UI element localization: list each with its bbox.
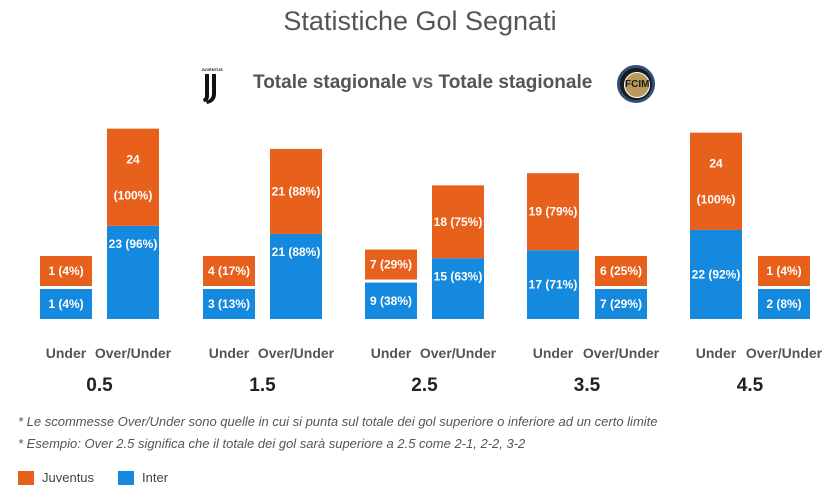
inter-logo: FCIM [617,65,655,103]
label-juventus-over-1.5: 21 (88%) [272,184,321,198]
bar-label-under-4.5: Under [696,345,737,361]
label-inter-over-1.5: 21 (88%) [272,245,321,259]
subtitle: Totale stagionale vs Totale stagionale [253,72,592,94]
bar-juventus-under-2.5 [365,249,417,280]
bar-juventus-under-3.5 [527,173,579,251]
bar-label-over-2.5: Over/Under [420,345,497,361]
threshold-label-4.5: 4.5 [737,375,764,396]
label-juventus-under-2.5: 7 (29%) [370,258,412,272]
bar-inter-over-2.5 [432,258,484,319]
label-juventus-over-4.5: 1 (4%) [766,264,801,278]
bar-juventus-under-4.5 [690,132,742,230]
bar-label-over-0.5: Over/Under [95,345,172,361]
label-inter-under-4.5: 22 (92%) [692,267,741,281]
legend-swatch-inter [118,470,135,485]
legend-swatch-juventus [18,470,34,485]
label-inter-over-0.5: 23 (96%) [109,237,158,251]
bar-juventus-under-1.5 [203,256,255,286]
bar-inter-over-0.5 [107,225,159,319]
bar-label-over-4.5: Over/Under [746,345,823,361]
legend-inter: Inter [142,470,169,485]
bar-inter-under-0.5 [40,289,92,319]
bar-juventus-over-2.5 [432,185,484,259]
label-inter-over-3.5: 7 (29%) [600,297,642,311]
bar-label-under-3.5: Under [533,345,574,361]
bar-label-over-1.5: Over/Under [258,345,335,361]
bar-inter-over-1.5 [270,233,322,319]
legend-juventus: Juventus [42,470,95,485]
label-inter-over-4.5: 2 (8%) [766,297,801,311]
threshold-label-3.5: 3.5 [574,375,601,396]
bar-juventus-over-4.5 [758,256,810,286]
label-inter-under-1.5: 3 (13%) [208,297,250,311]
inter-logo-text: FCIM [624,72,650,98]
note-2: * Esempio: Over 2.5 significa che il tot… [18,436,526,451]
label-inter-under-2.5: 9 (38%) [370,294,412,308]
bar-label-under-1.5: Under [209,345,250,361]
bar-label-under-0.5: Under [46,345,87,361]
juventus-logo: JUVENTUS [200,66,224,106]
bar-inter-under-3.5 [527,250,579,319]
bar-inter-over-4.5 [758,289,810,319]
bar-juventus-over-3.5 [595,256,647,286]
label-juventus-under-0.5: 1 (4%) [48,264,83,278]
subtitle-vs: vs [412,72,434,93]
label-inter-under-3.5: 17 (71%) [529,278,578,292]
threshold-label-1.5: 1.5 [249,375,276,396]
label-inter-over-2.5: 15 (63%) [434,269,483,283]
bar-inter-under-4.5 [690,229,742,319]
bar-juventus-under-0.5 [40,256,92,286]
bar-inter-under-1.5 [203,289,255,319]
label-juventus-over-2.5: 18 (75%) [434,215,483,229]
label-juventus-under-1.5: 4 (17%) [208,264,250,278]
note-1: * Le scommesse Over/Under sono quelle in… [18,414,658,429]
bar-inter-over-3.5 [595,289,647,319]
threshold-label-0.5: 0.5 [86,375,113,396]
bar-chart: 1 (4%) 1 (4%) Under 23 (96%) 24 (100%) Over/Un… [40,128,823,396]
label-juventus-under-4.5: 24 (100%) [697,156,736,206]
label-juventus-under-3.5: 19 (79%) [529,205,578,219]
label-juventus-over-3.5: 6 (25%) [600,264,642,278]
bar-juventus-over-1.5 [270,148,322,234]
subtitle-right: Totale stagionale [438,72,593,93]
bar-label-under-2.5: Under [371,345,412,361]
bar-inter-under-2.5 [365,282,417,319]
legend: Juventus Inter [18,470,192,485]
bar-label-over-3.5: Over/Under [583,345,660,361]
label-inter-under-0.5: 1 (4%) [48,297,83,311]
chart-title: Statistiche Gol Segnati [283,6,557,36]
svg-text:JUVENTUS: JUVENTUS [201,67,223,72]
subtitle-left: Totale stagionale [253,72,407,93]
bar-juventus-over-0.5 [107,128,159,226]
label-juventus-over-0.5: 24 (100%) [114,152,153,202]
threshold-label-2.5: 2.5 [411,375,438,396]
